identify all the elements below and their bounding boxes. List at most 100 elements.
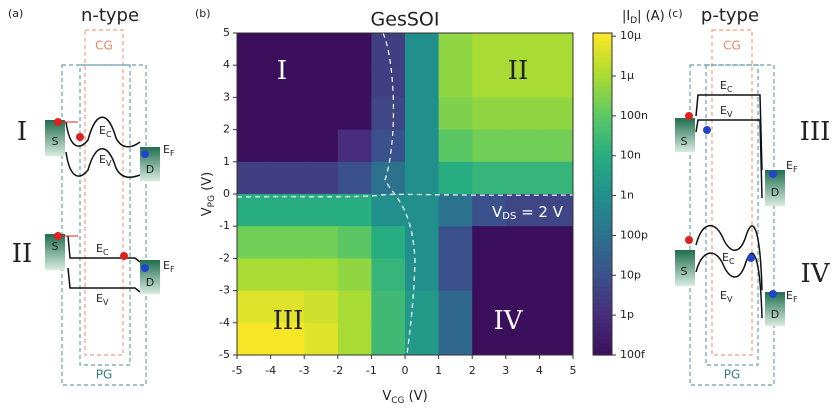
panel-title: n-type <box>81 5 139 26</box>
heat-cell <box>337 161 372 195</box>
colorbar-tick-label: 10µ <box>620 29 641 42</box>
heat-cell <box>539 33 574 66</box>
colorbar-segment <box>593 129 612 135</box>
colorbar-segment <box>593 302 612 308</box>
vds-label: VDS = 2 V <box>492 203 564 223</box>
heat-cell <box>472 322 507 356</box>
colorbar-segment <box>593 77 612 82</box>
colorbar-tick-label: 100n <box>620 109 648 122</box>
colorbar-segment <box>593 117 612 123</box>
colorbar-segment <box>593 189 612 195</box>
heat-cell <box>405 322 440 356</box>
y-tick-label: 0 <box>223 187 230 200</box>
colorbar-segment <box>593 334 612 340</box>
colorbar-segment <box>593 318 612 324</box>
heat-cell <box>270 226 305 259</box>
colorbar-segment <box>593 165 612 171</box>
colorbar-segment <box>593 206 612 211</box>
colorbar-segment <box>593 274 612 280</box>
colorbar-segment <box>593 153 612 159</box>
ec-label: EC <box>99 124 112 139</box>
quadrant-label: I <box>277 56 287 86</box>
heat-cell <box>472 290 507 324</box>
heat-cell <box>438 129 473 163</box>
y-axis-label: VPG (V) <box>200 172 217 216</box>
heat-cell <box>270 194 305 227</box>
colorbar-segment <box>593 65 612 70</box>
source <box>45 234 65 270</box>
y-tick-label: -4 <box>219 316 230 329</box>
d-label: D <box>771 186 779 199</box>
heat-cell <box>539 322 574 356</box>
heat-cell <box>438 65 473 98</box>
colorbar-tick-label: 1p <box>620 308 634 321</box>
colorbar-segment <box>593 81 612 86</box>
colorbar-segment <box>593 294 612 300</box>
heatmap <box>237 33 574 356</box>
y-tick-label: 2 <box>223 123 230 136</box>
heat-cell <box>337 129 372 163</box>
heat-cell <box>337 33 372 66</box>
y-tick-label: 1 <box>223 155 230 168</box>
heat-cell <box>270 65 305 98</box>
colorbar-segment <box>593 57 612 62</box>
heat-cell <box>539 65 574 98</box>
d-label: D <box>146 163 154 176</box>
colorbar-segment <box>593 61 612 66</box>
colorbar-segment <box>593 306 612 312</box>
colorbar-segment <box>593 282 612 288</box>
x-tick-label: 5 <box>570 364 577 377</box>
colorbar-segment <box>593 149 612 155</box>
colorbar-segment <box>593 113 612 119</box>
panel-label: (c) <box>668 7 683 20</box>
y-tick-label: -5 <box>219 348 230 361</box>
heat-cell <box>237 322 272 356</box>
heat-cell <box>270 322 305 356</box>
ev-band <box>65 148 141 179</box>
heat-cell <box>270 33 305 66</box>
heat-cell <box>438 322 473 356</box>
ev-band <box>695 119 763 199</box>
x-tick-label: -5 <box>232 364 243 377</box>
colorbar-segment <box>593 137 612 143</box>
heat-cell <box>405 161 440 195</box>
heat-cell <box>472 258 507 292</box>
ev-label: EV <box>720 289 733 304</box>
colorbar-segment <box>593 258 612 264</box>
colorbar-segment <box>593 250 612 255</box>
heat-cell <box>237 97 272 131</box>
roman: II <box>12 239 33 269</box>
heat-cell <box>270 129 305 163</box>
colorbar-segment <box>593 33 612 38</box>
boundary <box>236 193 574 198</box>
x-axis-label: VCG (V) <box>382 389 427 406</box>
y-tick-label: -3 <box>219 284 230 297</box>
panel-a: (a) n-type CG PG I S D EC EV EF II S D E… <box>8 5 175 386</box>
heat-cell <box>405 129 440 163</box>
heat-cell <box>472 97 507 131</box>
colorbar-segment <box>593 93 612 98</box>
heat-cell <box>237 258 272 292</box>
colorbar-tick-label: 10p <box>620 268 641 281</box>
x-tick-label: 4 <box>536 364 543 377</box>
heat-cell <box>371 194 406 227</box>
colorbar-segment <box>593 173 612 179</box>
s-label: S <box>52 135 59 148</box>
heat-cell <box>237 194 272 227</box>
heat-cell <box>539 97 574 131</box>
ec-label: EC <box>722 251 735 266</box>
heat-cell <box>472 129 507 163</box>
panel-title: p-type <box>701 5 759 26</box>
pg-gate-inner <box>705 64 759 366</box>
heat-cell <box>270 258 305 292</box>
colorbar-segment <box>593 290 612 296</box>
heat-cell <box>371 322 406 356</box>
ev-band <box>67 267 141 293</box>
heat-cell <box>304 258 339 292</box>
hole <box>141 150 149 158</box>
heat-cell <box>505 33 540 66</box>
y-tick-label: 5 <box>223 26 230 39</box>
colorbar-segment <box>593 49 612 54</box>
x-tick-label: 0 <box>402 364 409 377</box>
